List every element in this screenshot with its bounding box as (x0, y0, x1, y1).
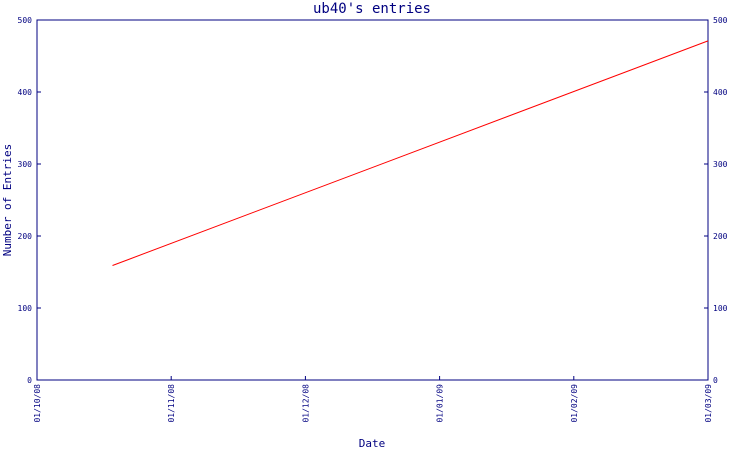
y-tick-label-left: 500 (18, 16, 33, 25)
y-tick-label-right: 200 (713, 232, 728, 241)
y-tick-label-left: 200 (18, 232, 33, 241)
y-tick-label-left: 100 (18, 304, 33, 313)
x-tick-label: 01/10/08 (33, 384, 42, 423)
y-tick-label-right: 300 (713, 160, 728, 169)
x-tick-label: 01/11/08 (167, 384, 176, 423)
x-tick-label: 01/03/09 (704, 384, 713, 423)
y-tick-label-right: 500 (713, 16, 728, 25)
chart-title: ub40's entries (313, 1, 431, 17)
x-tick-label: 01/01/09 (436, 384, 445, 423)
series-line (112, 40, 709, 266)
x-tick-label: 01/12/08 (301, 384, 310, 423)
plot-area (36, 19, 709, 381)
y-axis-label: Number of Entries (1, 144, 14, 257)
y-tick-label-right: 400 (713, 88, 728, 97)
y-tick-label-left: 300 (18, 160, 33, 169)
y-tick-label-left: 400 (18, 88, 33, 97)
ticks-layer: 0 0 100 100 200 200 300 300 400 400 500 500 01/10/08… (18, 16, 728, 423)
x-axis-label: Date (359, 437, 386, 450)
y-tick-label-right: 100 (713, 304, 728, 313)
x-tick-label: 01/02/09 (570, 384, 579, 423)
series-layer (112, 40, 709, 266)
y-tick-label-right: 0 (713, 376, 718, 385)
y-tick-label-left: 0 (27, 376, 32, 385)
